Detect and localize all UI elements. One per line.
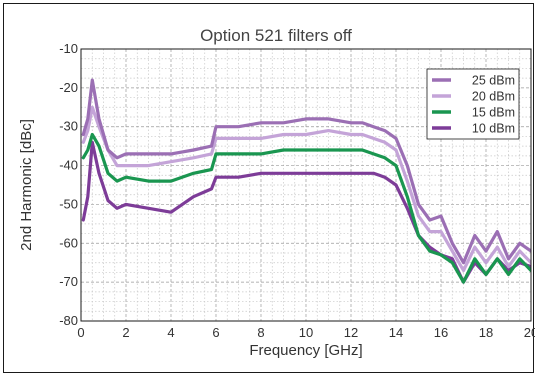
x-tick-label: 0 [77,325,84,340]
legend-label: 25 dBm [472,74,515,88]
x-tick-label: 16 [434,325,448,340]
x-tick-label: 10 [299,325,313,340]
series-line [81,105,531,273]
x-tick-label: 20 [524,325,535,340]
legend-label: 20 dBm [472,90,515,104]
series-line [81,78,531,265]
x-axis-title: Frequency [GHz] [249,342,362,359]
x-tick-label: 6 [212,325,219,340]
x-tick-label: 12 [344,325,358,340]
x-tick-label: 14 [389,325,403,340]
y-axis-title: 2nd Harmonic [dBc] [18,119,35,251]
legend-label: 15 dBm [472,106,515,120]
chart-title: Option 521 filters off [200,26,352,45]
series-lines [81,78,531,284]
x-tick-label: 2 [122,325,129,340]
y-tick-label: -60 [59,235,78,250]
y-tick-label: -80 [59,313,78,328]
series-line [81,132,531,284]
legend-label: 10 dBm [472,122,515,136]
x-tick-label: 18 [479,325,493,340]
y-tick-label: -10 [59,41,78,56]
y-tick-label: -20 [59,80,78,95]
x-tick-label: 8 [257,325,264,340]
y-tick-label: -50 [59,196,78,211]
x-tick-label: 4 [167,325,174,340]
tick-labels: 0 2 4 6 8 10 12 14 16 18 20 -10 -20 -30 -40 -50 -60 -70 -8… [59,41,535,340]
y-tick-label: -70 [59,274,78,289]
plot-area [80,48,532,322]
y-tick-label: -30 [59,119,78,134]
y-tick-label: -40 [59,158,78,173]
chart-frame: Option 521 filters off 0 2 4 6 8 10 12 14 16 18 20… [3,3,535,373]
legend: 25 dBm 20 dBm 15 dBm 10 dBm [426,68,520,140]
line-chart: Option 521 filters off 0 2 4 6 8 10 12 14 16 18 20… [18,26,535,359]
